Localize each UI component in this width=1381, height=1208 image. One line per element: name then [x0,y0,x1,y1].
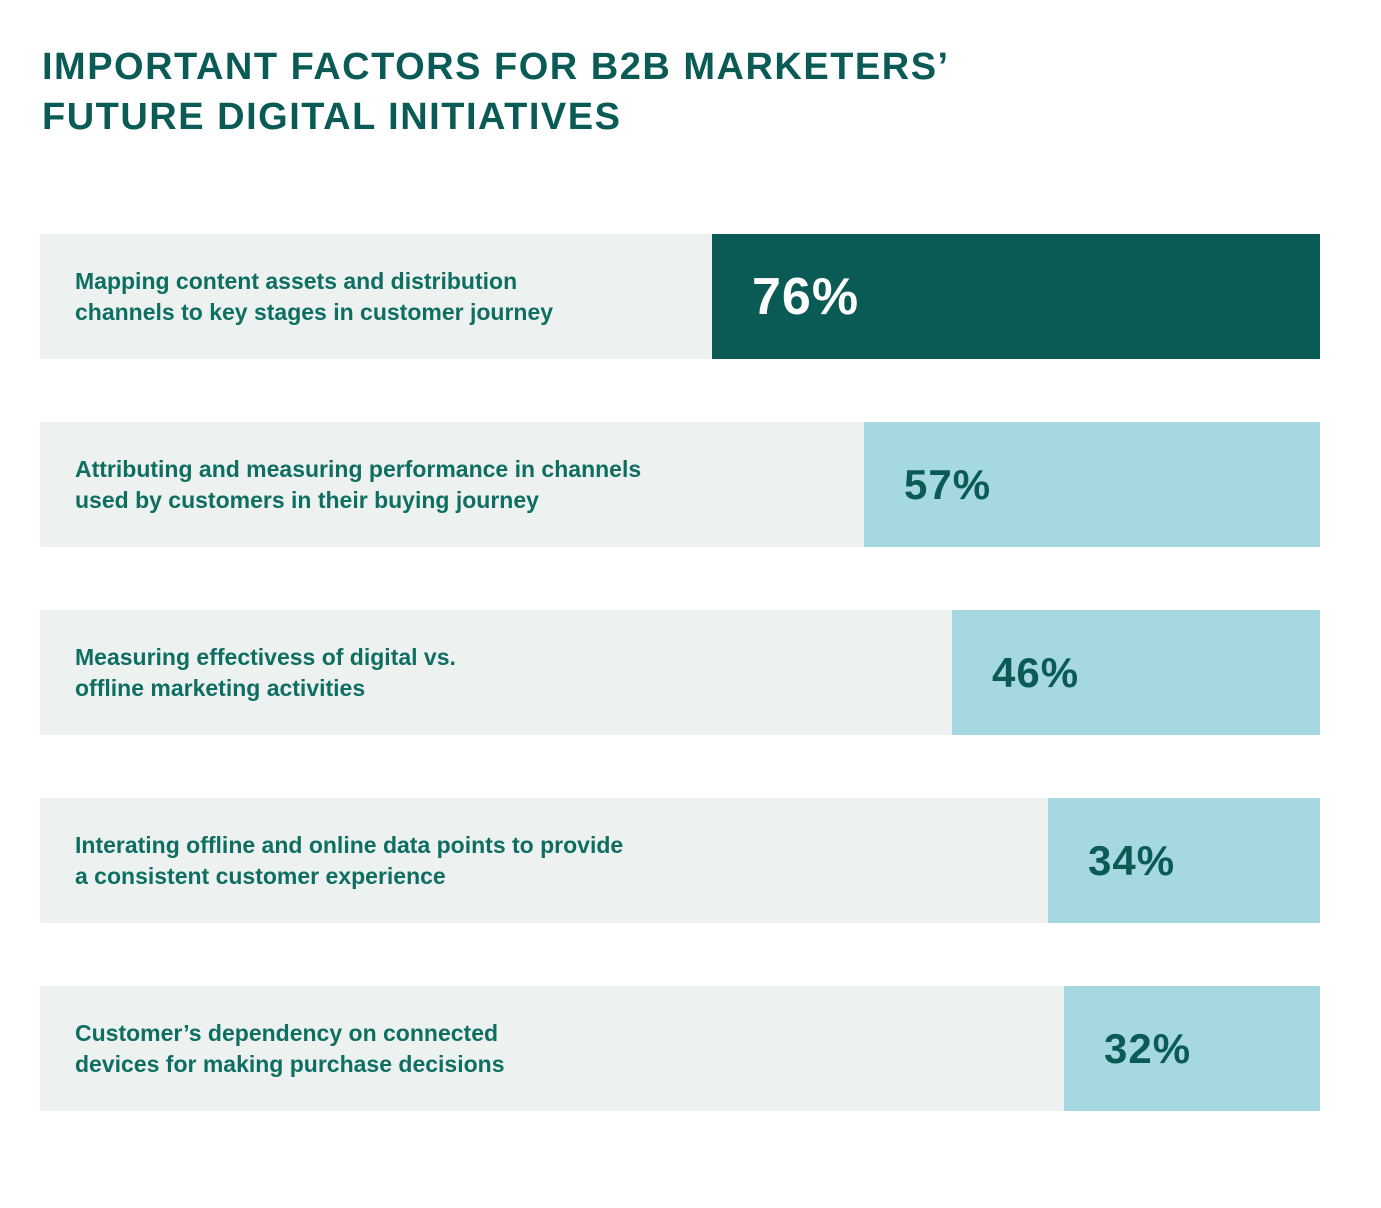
chart-row: Attributing and measuring performance in… [40,422,1320,548]
title-line-1: IMPORTANT FACTORS FOR B2B MARKETERS’ [42,46,950,88]
bar-segment: 32% [1064,986,1320,1112]
page-title: IMPORTANT FACTORS FOR B2B MARKETERS’ FUTU… [42,42,1320,142]
category-label: Customer’s dependency on connected devic… [75,1019,505,1077]
bar-value-label: 46% [992,648,1080,696]
bar-value-label: 32% [1104,1024,1192,1072]
bar-chart: Mapping content assets and distribution … [40,234,1320,1112]
bar-segment: 57% [864,422,1320,548]
category-label: Mapping content assets and distribution … [75,267,554,325]
chart-row: Mapping content assets and distribution … [40,234,1320,360]
bar-value-label: 76% [752,267,860,326]
bar-segment: 46% [952,610,1320,736]
chart-row: Interating offline and online data point… [40,798,1320,924]
bar-value-label: 57% [904,460,992,508]
chart-row: Measuring effectivess of digital vs. off… [40,610,1320,736]
category-label: Measuring effectivess of digital vs. off… [75,643,456,701]
category-label: Interating offline and online data point… [75,831,624,889]
bar-segment: 76% [712,234,1320,360]
bar-value-label: 34% [1088,836,1176,884]
title-line-2: FUTURE DIGITAL INITIATIVES [42,96,622,139]
category-label: Attributing and measuring performance in… [75,455,642,513]
chart-row: Customer’s dependency on connected devic… [40,986,1320,1112]
bar-segment: 34% [1048,798,1320,924]
